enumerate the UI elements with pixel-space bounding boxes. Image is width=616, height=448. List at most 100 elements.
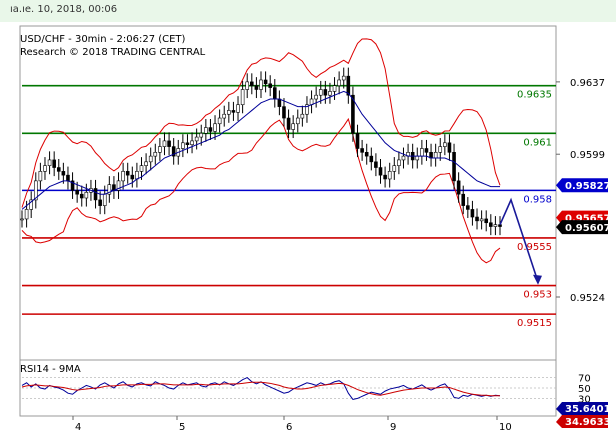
- candle-body: [328, 91, 332, 96]
- candle-body: [245, 81, 250, 90]
- x-tick-label: 5: [179, 422, 185, 433]
- candle-body: [355, 132, 360, 149]
- level-label: 0.9555: [517, 242, 552, 253]
- x-tick-label: 10: [499, 422, 512, 433]
- candle-body: [484, 218, 489, 224]
- candlestick-series: [20, 67, 502, 236]
- candle-body: [153, 152, 158, 157]
- candle-body: [332, 85, 337, 92]
- y-tick-label: 0.9637: [570, 78, 605, 89]
- candle-body: [397, 159, 401, 166]
- header-datetime: ıa.ıe. 10, 2018, 00:06: [10, 4, 118, 15]
- candle-body: [79, 193, 84, 199]
- candle-body: [125, 171, 130, 176]
- bollinger-upper: [21, 38, 501, 208]
- candle-body: [433, 152, 438, 159]
- candle-body: [438, 146, 443, 153]
- candle-body: [369, 155, 374, 163]
- moving-average: [21, 90, 500, 210]
- candle-body: [107, 184, 112, 195]
- candle-body: [383, 174, 387, 180]
- bollinger-bands: [21, 38, 501, 264]
- candle-body: [259, 79, 263, 90]
- candle-body: [144, 161, 148, 166]
- rsi-level-label: 70: [578, 374, 591, 385]
- candle-body: [33, 180, 38, 201]
- candle-body: [139, 165, 144, 172]
- candle-body: [378, 167, 383, 176]
- candle-body: [24, 209, 29, 220]
- candle-body: [47, 159, 52, 166]
- rsi-value-tag: [556, 402, 608, 415]
- candle-body: [38, 171, 43, 182]
- candle-body: [250, 81, 254, 86]
- candle-body: [130, 174, 135, 180]
- candle-body: [337, 79, 341, 86]
- level-label: 0.958: [523, 194, 552, 205]
- chart-credit: Research © 2018 TRADING CENTRAL: [20, 47, 206, 58]
- candle-body: [102, 193, 107, 206]
- candle-body: [66, 174, 70, 182]
- candle-body: [360, 148, 364, 153]
- candle-body: [52, 159, 56, 168]
- candle-body: [194, 136, 199, 142]
- candle-body: [217, 117, 222, 125]
- y-tick-label: 0.9524: [570, 293, 605, 304]
- candle-body: [240, 89, 245, 106]
- candle-body: [424, 148, 429, 153]
- candle-body: [456, 180, 461, 195]
- candle-body: [475, 216, 479, 222]
- chart-info: USD/CHF - 30min - 2:06:27 (CET) Research…: [20, 33, 205, 59]
- y-axis-labels: 0.9637 0.9599 0.9524: [556, 78, 605, 304]
- candle-body: [121, 171, 125, 182]
- candle-body: [222, 113, 227, 119]
- candle-body: [227, 110, 231, 115]
- candle-body: [447, 142, 452, 153]
- candle-body: [387, 171, 392, 180]
- candle-body: [268, 83, 272, 88]
- candle-body: [291, 123, 295, 130]
- candle-body: [20, 218, 24, 221]
- bollinger-lower: [21, 117, 501, 264]
- candle-body: [452, 152, 456, 182]
- candle-body: [479, 218, 484, 222]
- candle-body: [185, 142, 190, 145]
- rsi-title: RSI14 - 9MA: [20, 364, 81, 375]
- candle-body: [351, 94, 355, 134]
- price-tag-label: 0.95657: [565, 214, 611, 225]
- candle-body: [295, 117, 300, 125]
- candle-body: [314, 94, 318, 100]
- rsi-ma-tag: [556, 415, 608, 428]
- candle-body: [489, 222, 493, 227]
- candle-body: [305, 104, 309, 115]
- candle-body: [341, 75, 346, 81]
- candle-body: [392, 165, 397, 172]
- candle-body: [272, 87, 277, 100]
- candle-body: [374, 161, 378, 168]
- rsi-ma-label: 34.9633: [565, 417, 611, 428]
- x-tick-label: 6: [286, 422, 292, 433]
- price-tag-label: 0.95827: [565, 181, 611, 192]
- candle-body: [236, 104, 240, 113]
- price-tag-black: [556, 220, 608, 235]
- x-axis-labels: 4 5 6 9 10: [72, 416, 512, 433]
- candle-body: [415, 155, 420, 161]
- candle-body: [263, 79, 268, 85]
- candle-body: [43, 165, 47, 172]
- candle-body: [461, 193, 466, 206]
- level-label: 0.961: [523, 137, 552, 148]
- rsi-line: [21, 377, 501, 400]
- candle-body: [420, 148, 424, 157]
- candle-body: [98, 199, 102, 206]
- candle-body: [181, 142, 185, 149]
- projection-arrow: [499, 197, 542, 285]
- candle-body: [190, 140, 194, 145]
- level-label: 0.9635: [517, 90, 552, 101]
- rsi-level-label: 30: [578, 394, 591, 405]
- x-tick-label: 4: [75, 422, 81, 433]
- candle-body: [318, 89, 323, 96]
- candle-body: [254, 85, 259, 90]
- candle-body: [199, 132, 204, 138]
